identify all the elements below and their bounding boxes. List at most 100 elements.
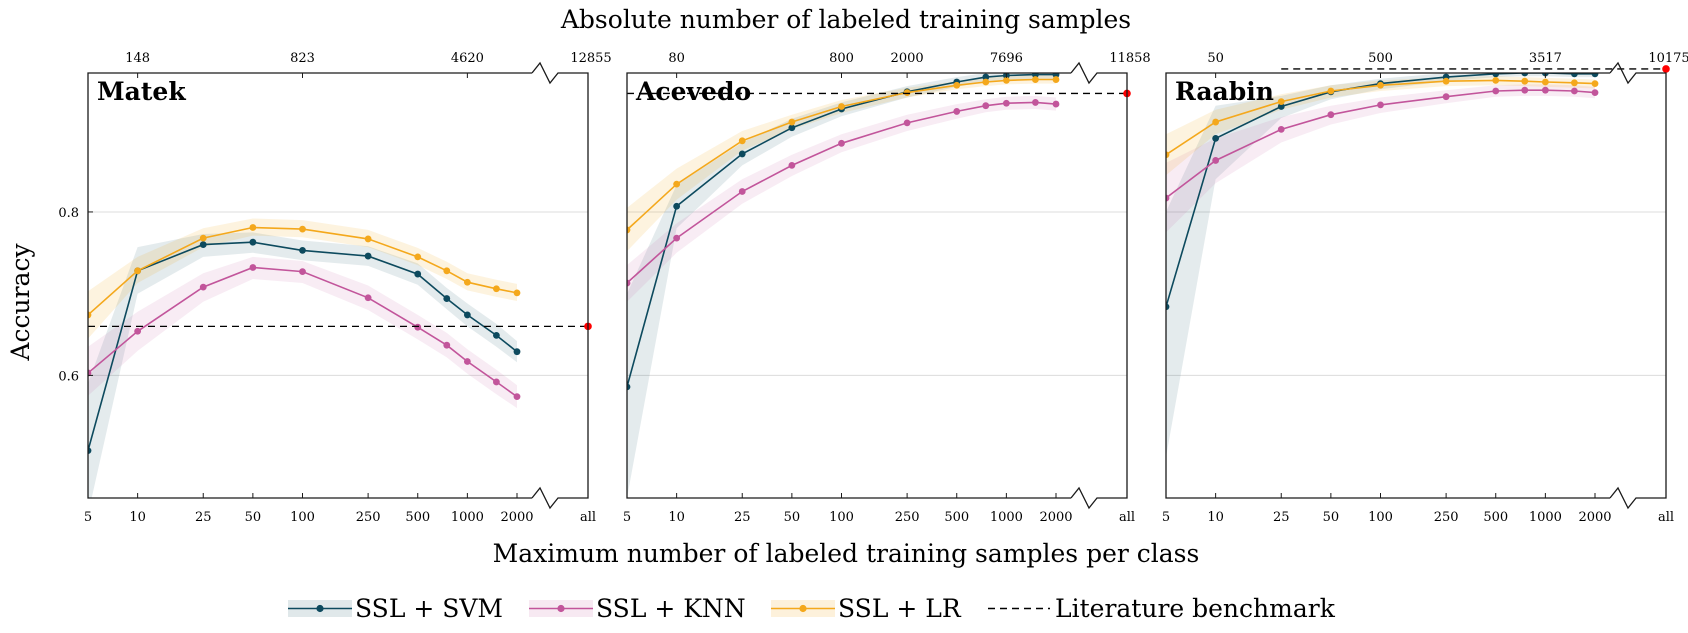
x-tick-label: 25 [195,510,212,525]
data-point-knn [738,188,746,195]
data-point-lr [1492,76,1500,84]
x-tick-label: 50 [784,510,801,525]
top-tick-label: 12855 [570,51,611,66]
data-point-knn [249,264,257,271]
plot-area [1166,73,1599,458]
data-point-svm [88,447,92,454]
x-tick-label: 25 [734,510,751,525]
x-tick-label: 1000 [451,510,484,525]
x-tick-label: all [1658,510,1674,525]
panel-raabin: 5 10 25 50 100 250 500 1000 2000 all 50 500 3517 1017… [1162,51,1688,525]
data-point-svm [249,238,257,246]
data-point-lr [1442,77,1450,85]
top-tick-label: 3517 [1529,51,1562,66]
x-tick-label: 500 [1483,510,1508,525]
data-point-svm [1212,134,1220,142]
top-tick-label: 500 [1368,51,1393,66]
benchmark-marker [1662,65,1670,73]
band-knn [88,256,517,409]
data-point-svm [788,124,796,132]
data-point-lr [1521,77,1529,85]
data-point-knn [134,327,142,335]
data-point-svm [1492,73,1500,78]
data-point-knn [1377,101,1384,109]
data-point-knn [364,294,372,302]
data-point-lr [1002,76,1010,84]
data-point-svm [627,383,631,391]
axes-frame [1165,61,1667,510]
data-point-lr [1212,118,1220,126]
data-point-lr [88,311,92,319]
top-tick-label: 148 [125,51,150,66]
legend-benchmark-label: Literature benchmark [1055,594,1336,623]
x-tick-label: 100 [1368,510,1393,525]
x-tick-label: 10 [668,510,685,525]
band-knn [1166,84,1595,233]
data-point-knn [788,161,796,169]
data-point-svm [673,202,681,210]
data-point-svm [513,348,521,356]
data-point-lr [249,224,257,231]
top-tick-label: 2000 [891,51,924,66]
x-tick-label: 1000 [1529,510,1562,525]
legend-lr-label: SSL + LR [838,594,962,623]
data-point-lr [364,235,372,243]
panel-title-raabin: Raabin [1175,77,1274,106]
x-tick-label: 2000 [500,510,533,525]
data-point-lr [443,267,451,275]
data-point-svm [364,252,372,260]
x-tick-label: 250 [356,510,381,525]
axes-frame [87,61,589,510]
x-tick-label: 50 [245,510,262,525]
top-axis-title: Absolute number of labeled training samp… [560,5,1131,34]
data-point-svm [1521,73,1529,77]
x-tick-label: 10 [129,510,146,525]
data-point-knn [627,279,631,287]
data-point-lr [299,225,306,233]
x-tick-label: 5 [84,510,92,525]
data-point-knn [443,341,451,349]
data-point-knn [838,139,845,147]
y-tick-label: 0.6 [58,369,79,384]
data-point-knn [1591,89,1599,97]
data-point-lr [788,118,796,126]
legend-item-knn: SSL + KNN [529,594,746,623]
legend-lr-marker [799,604,807,613]
x-tick-label: 100 [290,510,315,525]
data-point-lr [1032,76,1039,83]
x-tick-label: 500 [944,510,969,525]
x-tick-label: 25 [1273,510,1290,525]
band-lr [1166,76,1595,176]
legend-svm-label: SSL + SVM [355,594,503,623]
legend-knn-marker [557,604,565,613]
data-point-knn [1277,125,1285,133]
data-point-knn [1571,87,1578,95]
data-point-knn [1052,100,1060,108]
data-point-knn [1492,87,1500,95]
data-point-lr [953,81,961,89]
data-point-svm [199,241,207,249]
x-tick-label: 2000 [1578,510,1611,525]
data-point-lr [838,103,845,110]
data-point-lr [199,234,207,242]
data-point-lr [1277,98,1285,106]
data-point-svm [1571,73,1578,78]
data-point-knn [1521,86,1529,94]
data-point-svm [738,150,746,158]
x-tick-label: 100 [829,510,854,525]
data-point-knn [299,268,306,276]
data-point-knn [1442,93,1450,101]
data-point-knn [673,234,681,242]
x-tick-label: 500 [405,510,430,525]
data-point-lr [903,89,911,97]
panel-title-matek: Matek [97,77,186,106]
data-point-knn [1541,86,1549,94]
top-tick-label: 50 [1207,51,1224,66]
data-point-lr [1571,79,1578,87]
data-point-knn [463,358,471,365]
x-tick-label: 1000 [990,510,1023,525]
panel-title-acevedo: Acevedo [635,77,751,106]
top-tick-label: 11858 [1109,51,1150,66]
y-axis-label: Accuracy [6,243,35,362]
